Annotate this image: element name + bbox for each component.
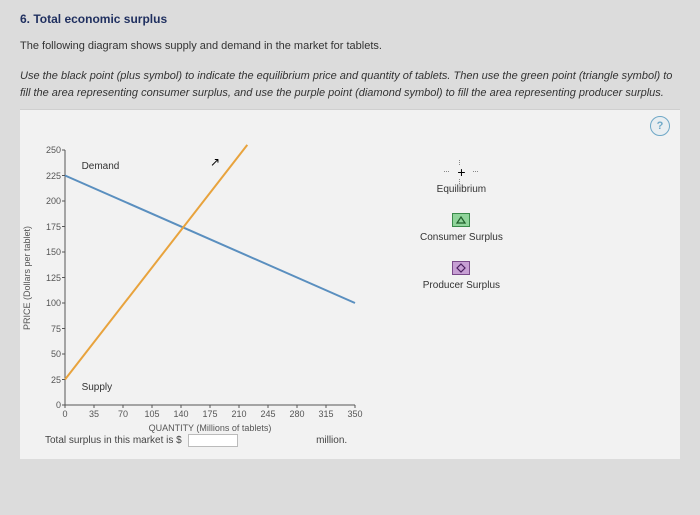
y-tick: 0	[43, 400, 61, 410]
x-tick: 0	[62, 409, 67, 419]
y-tick: 225	[43, 171, 61, 181]
surplus-input[interactable]	[188, 434, 238, 447]
triangle-icon	[452, 213, 470, 227]
plot-area[interactable]: PRICE (Dollars per tablet) QUANTITY (Mil…	[65, 150, 355, 405]
footer-prefix: Total surplus in this market is $	[45, 435, 182, 446]
curve-label-supply: Supply	[82, 382, 113, 393]
y-axis-label: PRICE (Dollars per tablet)	[22, 225, 32, 329]
legend-label: Producer Surplus	[420, 280, 503, 291]
y-tick: 50	[43, 349, 61, 359]
question-title: 6. Total economic surplus	[20, 12, 680, 26]
x-tick: 210	[231, 409, 246, 419]
chart-panel: ? PRICE (Dollars per tablet) QUANTITY (M…	[20, 109, 680, 459]
y-tick: 25	[43, 375, 61, 385]
legend-item-producer[interactable]: Producer Surplus	[420, 261, 503, 291]
x-tick: 35	[89, 409, 99, 419]
legend-item-equilibrium[interactable]: Equilibrium	[420, 165, 503, 195]
x-tick: 350	[347, 409, 362, 419]
question-intro: The following diagram shows supply and d…	[20, 40, 680, 52]
help-button[interactable]: ?	[650, 116, 670, 136]
x-tick: 280	[289, 409, 304, 419]
y-tick: 250	[43, 145, 61, 155]
legend: Equilibrium Consumer Surplus Producer Su…	[420, 165, 503, 309]
question-instruction: Use the black point (plus symbol) to ind…	[20, 68, 680, 101]
diamond-icon	[452, 261, 470, 275]
y-tick: 175	[43, 222, 61, 232]
x-tick: 140	[173, 409, 188, 419]
x-tick: 175	[202, 409, 217, 419]
legend-label: Equilibrium	[420, 184, 503, 195]
plus-icon	[451, 165, 471, 179]
x-tick: 105	[144, 409, 159, 419]
legend-item-consumer[interactable]: Consumer Surplus	[420, 213, 503, 243]
total-surplus-line: Total surplus in this market is $ millio…	[45, 434, 347, 447]
y-tick: 150	[43, 247, 61, 257]
cursor-icon: ↖	[210, 155, 220, 169]
y-tick: 75	[43, 324, 61, 334]
x-tick: 315	[318, 409, 333, 419]
y-tick: 125	[43, 273, 61, 283]
question-page: 6. Total economic surplus The following …	[0, 0, 700, 469]
x-tick: 245	[260, 409, 275, 419]
curve-label-demand: Demand	[82, 161, 120, 172]
plot-svg[interactable]	[65, 150, 355, 405]
footer-suffix: million.	[316, 435, 347, 446]
legend-label: Consumer Surplus	[420, 232, 503, 243]
x-tick: 70	[118, 409, 128, 419]
y-tick: 100	[43, 298, 61, 308]
x-axis-label: QUANTITY (Millions of tablets)	[149, 423, 272, 433]
y-tick: 200	[43, 196, 61, 206]
